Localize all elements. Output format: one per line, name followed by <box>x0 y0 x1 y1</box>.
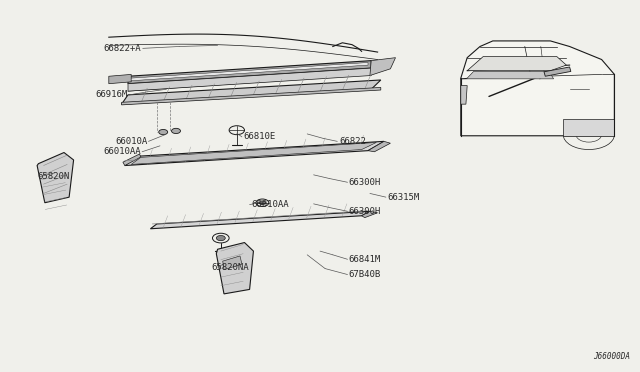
Circle shape <box>247 74 252 77</box>
Circle shape <box>216 235 225 241</box>
Polygon shape <box>544 67 571 76</box>
Polygon shape <box>123 154 141 166</box>
Text: 66810E: 66810E <box>243 132 275 141</box>
Text: 66300H: 66300H <box>349 178 381 187</box>
Text: 66010A: 66010A <box>115 137 147 146</box>
Polygon shape <box>223 256 242 270</box>
Polygon shape <box>461 71 554 79</box>
Text: 65820NA: 65820NA <box>211 263 249 272</box>
Circle shape <box>259 201 266 205</box>
Circle shape <box>152 81 162 87</box>
Polygon shape <box>368 141 390 152</box>
Text: 66822: 66822 <box>339 137 366 146</box>
Polygon shape <box>125 141 384 166</box>
Polygon shape <box>109 74 131 84</box>
Text: 66300H: 66300H <box>349 207 381 216</box>
Polygon shape <box>370 58 396 76</box>
Text: 66916M: 66916M <box>96 90 128 99</box>
Polygon shape <box>467 57 566 71</box>
Polygon shape <box>122 80 381 104</box>
Text: 67B40B: 67B40B <box>349 270 381 279</box>
Circle shape <box>154 82 159 85</box>
Text: 66010AA: 66010AA <box>103 147 141 156</box>
Polygon shape <box>563 119 614 136</box>
Polygon shape <box>128 61 371 84</box>
Polygon shape <box>131 62 368 81</box>
Text: 65820N: 65820N <box>37 172 69 181</box>
Circle shape <box>244 73 255 78</box>
Polygon shape <box>461 86 467 104</box>
Polygon shape <box>37 153 74 203</box>
Text: 66315M: 66315M <box>387 193 419 202</box>
Circle shape <box>159 129 168 135</box>
Polygon shape <box>122 87 381 105</box>
Circle shape <box>193 76 204 82</box>
Circle shape <box>196 78 201 81</box>
Polygon shape <box>128 68 371 91</box>
Text: 66010AA: 66010AA <box>251 200 289 209</box>
Polygon shape <box>150 211 370 229</box>
Polygon shape <box>131 142 376 164</box>
Polygon shape <box>461 41 614 136</box>
Circle shape <box>172 128 180 134</box>
Polygon shape <box>216 243 253 294</box>
Text: 66822+A: 66822+A <box>103 44 141 53</box>
Polygon shape <box>362 211 378 218</box>
Text: J66000DA: J66000DA <box>593 352 630 361</box>
Text: 66841M: 66841M <box>349 255 381 264</box>
